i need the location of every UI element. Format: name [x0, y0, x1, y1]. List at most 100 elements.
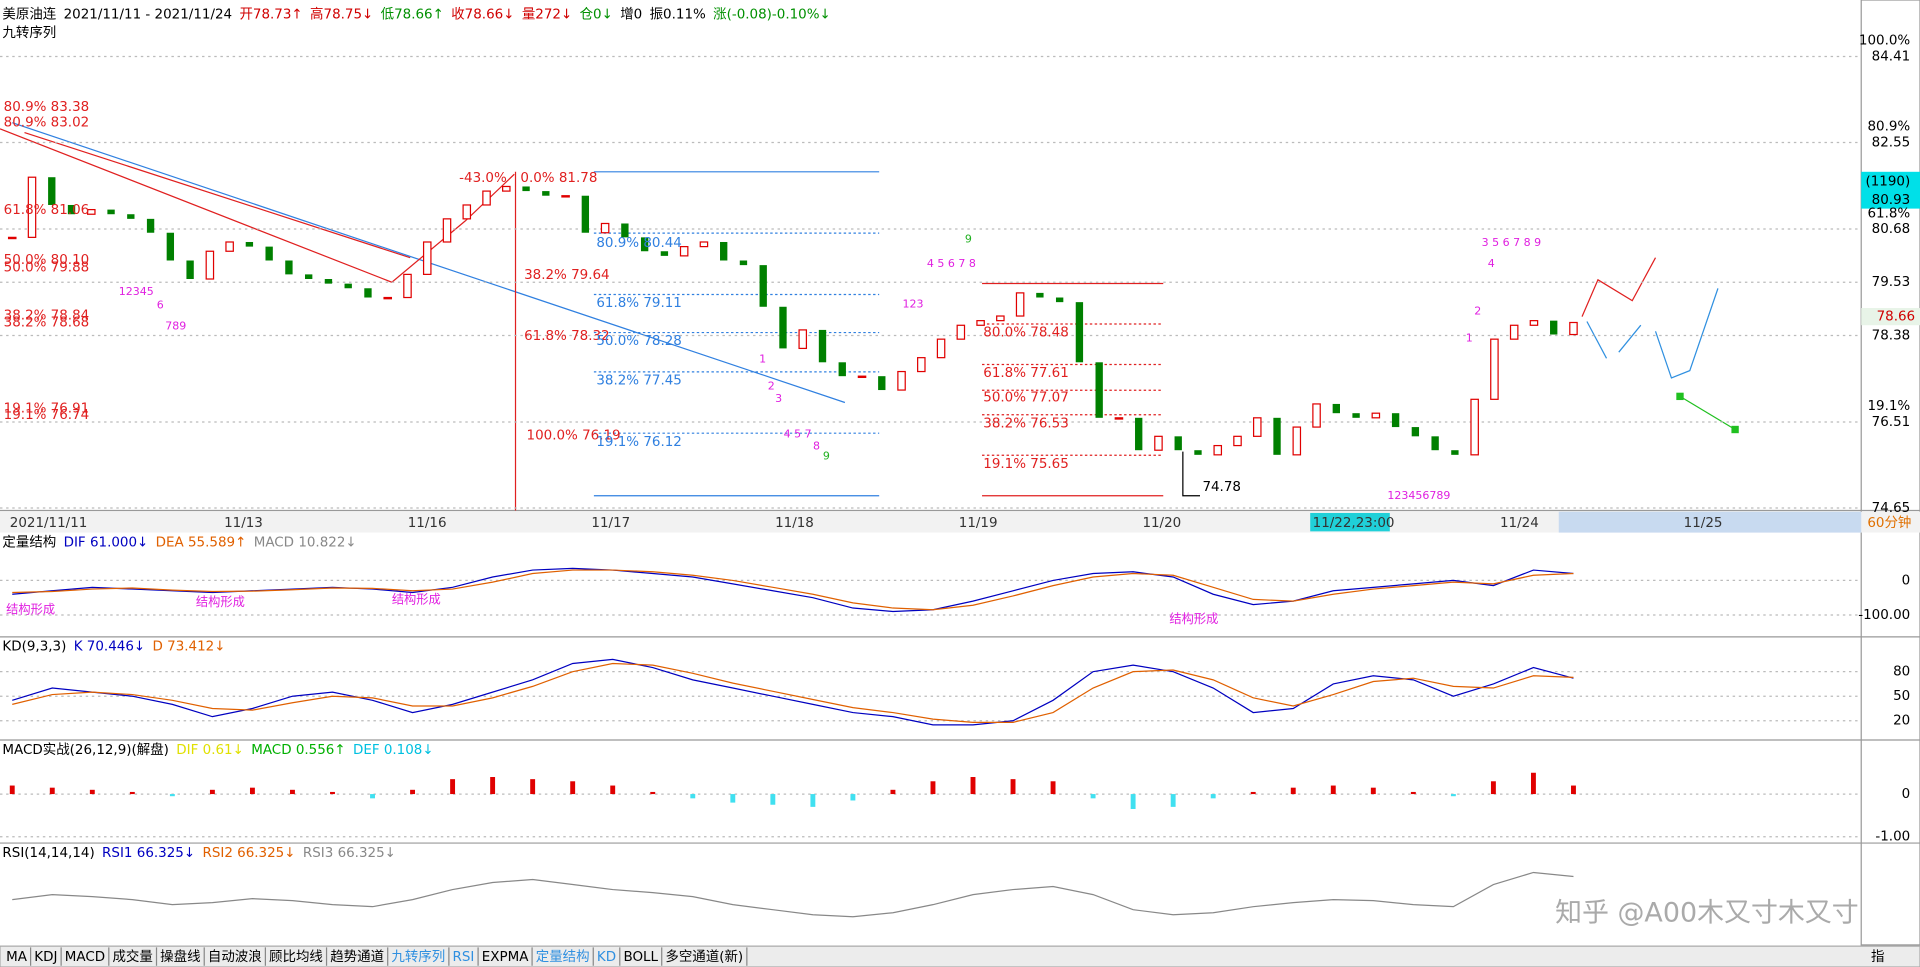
- price-tick-label: 78.38: [1872, 327, 1911, 343]
- histogram-bar: [650, 791, 656, 795]
- candle-down: [739, 260, 748, 266]
- panel-legend: MACD 0.556↑: [251, 742, 345, 758]
- corner-button[interactable]: 指: [1871, 949, 1884, 965]
- histogram-bar: [1571, 785, 1576, 795]
- forecast: [1586, 321, 1608, 359]
- tab-label[interactable]: RSI: [453, 949, 475, 965]
- fib-label: -43.0%: [459, 170, 507, 186]
- candle-down: [305, 274, 313, 280]
- tab-label[interactable]: 定量结构: [536, 949, 590, 965]
- fib-label: 80.9% 83.38: [4, 99, 90, 115]
- tab-label[interactable]: BOLL: [623, 949, 658, 965]
- candle-up: [442, 218, 452, 243]
- nine-turn: 123: [902, 297, 923, 310]
- candle-down: [522, 186, 530, 192]
- histogram-bar: [810, 794, 816, 807]
- candle-down: [542, 191, 550, 196]
- date-label: 11/16: [408, 515, 447, 531]
- percent-label: 61.8%: [1867, 206, 1910, 222]
- tab-label[interactable]: KD: [597, 949, 616, 965]
- candle-down: [1055, 297, 1064, 303]
- panel-legend: DIF 61.000↓: [64, 534, 149, 550]
- header-text: 涨(-0.08)-0.10%↓: [713, 7, 831, 23]
- candle-down: [1352, 413, 1360, 418]
- candle-up: [1509, 324, 1519, 340]
- fib-label: 38.2% 79.64: [524, 267, 610, 283]
- header-text: 2021/11/11 - 2021/11/24: [64, 7, 233, 23]
- drawings: [0, 122, 1739, 511]
- fib-label: 61.8% 77.61: [983, 365, 1069, 381]
- tab-label[interactable]: 成交量: [112, 948, 152, 965]
- candle-up: [1529, 320, 1539, 326]
- fib-label: 50.0% 79.88: [4, 260, 90, 276]
- candle-down: [67, 204, 76, 215]
- candle-down: [1332, 403, 1340, 414]
- fib-label: 19.1% 76.91: [4, 401, 90, 417]
- date-label: 11/22,23:00: [1313, 515, 1395, 531]
- header-text: 仓0↓: [580, 7, 613, 23]
- nine-turn: 4 5 7: [784, 427, 812, 440]
- current-price-box: [1861, 171, 1920, 209]
- price-tick-label: 82.55: [1872, 135, 1911, 151]
- tab-label[interactable]: KDJ: [34, 949, 57, 965]
- period-label: 60分钟: [1867, 514, 1911, 531]
- nine-turn: 6: [157, 299, 164, 312]
- histogram-bar: [610, 785, 616, 795]
- indicator-line: [12, 658, 1574, 726]
- candle-down: [186, 260, 194, 280]
- histogram-bar: [249, 787, 255, 795]
- price-tick-label: 76.51: [1872, 414, 1911, 430]
- histogram-bar: [1490, 781, 1496, 795]
- nine-turn: 3 5 6 7 8 9: [1482, 236, 1541, 249]
- tab-label[interactable]: 操盘线: [160, 948, 200, 965]
- trend-line: [24, 131, 411, 259]
- tab-label[interactable]: MA: [6, 949, 28, 965]
- nine-turn: 4 5 6 7 8: [927, 257, 976, 270]
- histogram-bar: [1130, 794, 1136, 809]
- panel-tick-label: 80: [1893, 664, 1910, 680]
- tab-label[interactable]: EXPMA: [482, 949, 529, 965]
- wave-line: [391, 173, 515, 283]
- date-label: 11/13: [224, 515, 263, 531]
- histogram-bar: [850, 794, 856, 801]
- histogram-bar: [690, 794, 696, 799]
- histogram-bar: [9, 785, 15, 795]
- fib-label: 0.0% 81.78: [520, 170, 597, 186]
- candle-up: [1252, 417, 1262, 437]
- date-label: 11/24: [1500, 515, 1539, 531]
- candle-up: [699, 241, 709, 248]
- fib-label: 38.2% 78.84: [4, 307, 90, 323]
- nine-turn: 789: [165, 319, 186, 332]
- panel-tick-label: -100.00: [1858, 607, 1910, 623]
- histogram-bar: [209, 789, 215, 795]
- histogram-bar: [1210, 794, 1216, 799]
- candle-up: [205, 250, 215, 280]
- candle-down: [1411, 427, 1420, 437]
- histogram-bar: [1090, 794, 1096, 799]
- tab-label[interactable]: 顾比均线: [269, 949, 323, 965]
- tab-label[interactable]: 九转序列: [391, 949, 445, 965]
- tab-label[interactable]: 多空通道(新): [665, 948, 743, 965]
- fib-label: 19.1% 76.12: [596, 434, 682, 450]
- candle-down: [166, 232, 175, 261]
- date-label: 2021/11/11: [10, 515, 88, 531]
- candle-up: [1371, 412, 1381, 419]
- fib-label: 100.0% 76.19: [527, 428, 621, 444]
- candle-up: [1490, 338, 1499, 400]
- panel-tick-label: 0: [1902, 786, 1911, 802]
- tab-label[interactable]: 自动波浪: [208, 949, 262, 965]
- tab-label[interactable]: MACD: [65, 949, 105, 965]
- histogram-bar: [570, 781, 576, 795]
- future-range: [1558, 511, 1862, 533]
- header-text: 低78.66↑: [381, 7, 444, 23]
- nine-turn: 2: [1474, 305, 1481, 318]
- date-label: 11/18: [775, 515, 814, 531]
- histogram-bar: [1410, 791, 1416, 795]
- histogram-bar: [970, 777, 976, 795]
- panel-tick-label: -1.00: [1875, 829, 1910, 845]
- candle-up: [976, 320, 985, 326]
- panel-tick-label: 0: [1902, 572, 1911, 588]
- panel-legend: D 73.412↓: [153, 639, 226, 655]
- tab-label[interactable]: 趋势通道: [330, 949, 384, 965]
